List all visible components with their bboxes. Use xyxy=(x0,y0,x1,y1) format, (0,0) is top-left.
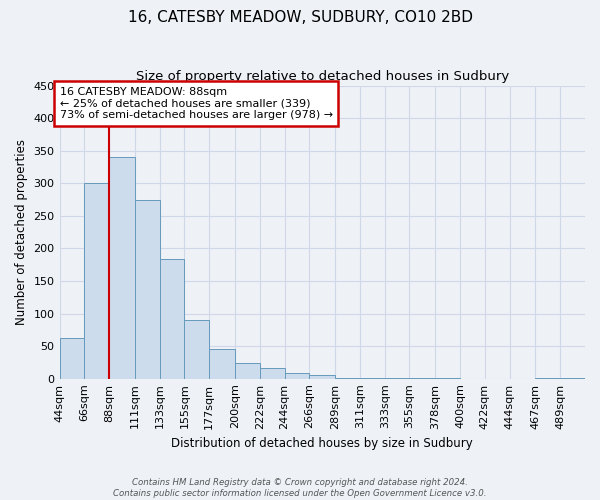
Text: 16 CATESBY MEADOW: 88sqm
← 25% of detached houses are smaller (339)
73% of semi-: 16 CATESBY MEADOW: 88sqm ← 25% of detach… xyxy=(59,87,332,120)
Text: Contains HM Land Registry data © Crown copyright and database right 2024.
Contai: Contains HM Land Registry data © Crown c… xyxy=(113,478,487,498)
Bar xyxy=(209,350,235,378)
Bar xyxy=(184,320,209,378)
Bar xyxy=(135,200,160,378)
Bar xyxy=(84,182,109,378)
Bar xyxy=(310,376,335,378)
Bar xyxy=(284,374,310,378)
Bar xyxy=(260,368,284,378)
X-axis label: Distribution of detached houses by size in Sudbury: Distribution of detached houses by size … xyxy=(172,437,473,450)
Bar xyxy=(59,338,84,378)
Y-axis label: Number of detached properties: Number of detached properties xyxy=(15,139,28,325)
Bar xyxy=(109,157,135,378)
Bar xyxy=(235,363,260,378)
Title: Size of property relative to detached houses in Sudbury: Size of property relative to detached ho… xyxy=(136,70,509,83)
Text: 16, CATESBY MEADOW, SUDBURY, CO10 2BD: 16, CATESBY MEADOW, SUDBURY, CO10 2BD xyxy=(128,10,473,25)
Bar xyxy=(160,259,184,378)
